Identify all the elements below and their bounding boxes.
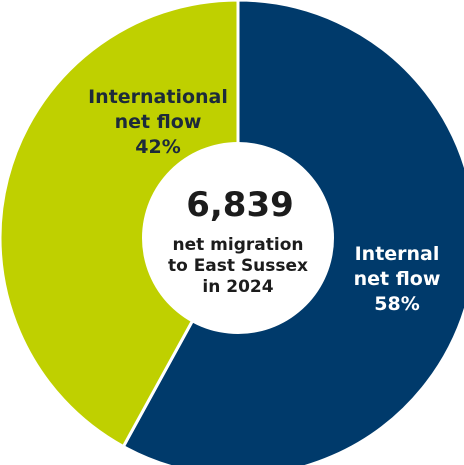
center-total-value: 6,839 [186,185,294,225]
internal-slice-name-line-1: Internal [355,243,440,265]
international-slice-name-line-1: International [88,86,228,108]
center-caption-line-3: in 2024 [202,277,273,297]
international-slice-name-line-2: net flow [115,111,202,133]
center-caption-line-2: to East Sussex [168,256,308,276]
internal-slice-name-line-2: net flow [354,268,441,290]
center-caption-line-1: net migration [173,235,304,255]
internal-slice-percent: 58% [374,293,419,315]
international-net-flow-slice [0,0,240,449]
donut-hole [142,142,334,334]
international-slice-percent: 42% [135,136,180,158]
